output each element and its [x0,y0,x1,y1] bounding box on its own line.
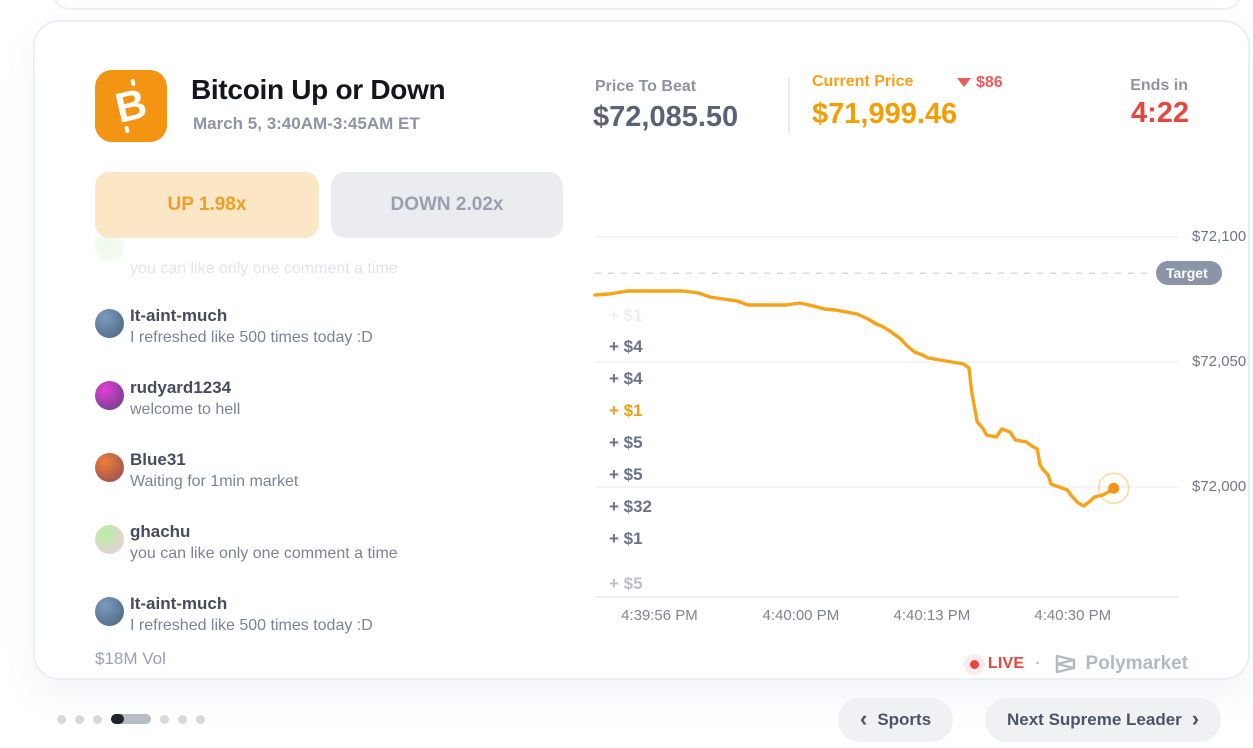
comment-username: rudyard1234 [130,378,232,397]
comment-username: It-aint-much [130,306,228,325]
x-axis-tick: 4:40:13 PM [893,607,971,624]
avatar [95,309,124,338]
pagination-dot[interactable] [196,714,205,724]
x-axis-tick: 4:40:30 PM [1034,607,1112,624]
header-divider [788,77,790,134]
avatar [95,597,124,626]
pagination-dot[interactable] [160,714,169,724]
comment-username: It-aint-much [130,594,228,613]
triangle-down-icon [957,78,971,87]
polymarket-brand: Polymarket [1085,653,1188,674]
target-badge: Target [1156,261,1222,285]
chevron-left-icon: ‹ [860,706,868,731]
chevron-right-icon: › [1191,706,1200,731]
price-change-badge: $86 [957,74,1003,92]
comment-username: Blue31 [130,450,186,469]
bet-up-button[interactable]: UP 1.98x [95,172,319,238]
bitcoin-icon: B [95,70,167,142]
pagination-dot[interactable] [75,714,84,724]
pagination-dot-active[interactable] [111,714,151,724]
market-timeframe: March 5, 3:40AM-3:45AM ET [193,114,420,133]
pagination-dot[interactable] [93,714,102,724]
price-to-beat-label: Price To Beat [595,78,697,95]
separator-dot: · [1035,655,1041,672]
x-axis-tick: 4:39:56 PM [621,607,698,624]
polymarket-logo-icon [1055,654,1075,674]
comment-text: welcome to hell [130,401,241,418]
y-axis-tick: $72,050 [1192,353,1247,370]
avatar [95,381,124,410]
bet-amount-label: + $32 [609,497,653,516]
bet-amount-label: + $5 [609,433,643,452]
current-price-label: Current Price [812,73,914,90]
comment-text: you can like only one comment a time [130,545,398,562]
bet-amount-label: + $1 [609,306,643,325]
avatar [95,525,124,554]
avatar [95,453,124,482]
price-chart [593,236,1178,598]
comments-list[interactable]: you can like only one comment a time It-a… [95,237,565,642]
bet-amount-label: + $4 [609,369,643,388]
ends-in-label: Ends in [1130,77,1188,94]
next-market-button[interactable]: Next Supreme Leader › [985,698,1222,742]
x-axis-tick: 4:40:00 PM [762,607,840,624]
bet-amount-label: + $5 [609,574,643,593]
y-axis-tick: $72,100 [1192,228,1247,245]
live-label: LIVE [987,655,1025,672]
countdown-timer: 4:22 [1130,97,1189,129]
pagination-dot[interactable] [57,714,66,724]
prev-market-button[interactable]: ‹ Sports [838,698,954,742]
bet-amount-label: + $5 [609,465,643,484]
comment-text: I refreshed like 500 times today :D [130,329,373,346]
volume-label: $18M Vol [95,649,166,668]
y-axis-tick: $72,000 [1192,478,1247,495]
live-dot-icon [969,659,979,669]
bet-amount-label: + $1 [609,401,643,420]
page-title: Bitcoin Up or Down [191,74,446,105]
price-to-beat-value: $72,085.50 [593,101,739,133]
pagination-dot[interactable] [178,714,187,724]
market-card: B Bitcoin Up or Down March 5, 3:40AM-3:4… [33,20,1250,680]
bet-down-button[interactable]: DOWN 2.02x [331,172,563,238]
avatar [95,237,124,261]
bet-amount-label: + $1 [609,529,643,548]
comment-text: you can like only one comment a time [130,260,398,277]
comment-text: I refreshed like 500 times today :D [130,617,373,634]
carousel-pagination[interactable] [57,714,205,724]
live-indicator-row: LIVE · Polymarket [969,651,1188,677]
comment-text: Waiting for 1min market [130,473,299,490]
previous-card-edge [52,0,1242,10]
bet-amount-label: + $4 [609,337,643,356]
current-price-value: $71,999.46 [812,98,958,130]
comment-username: ghachu [130,522,191,541]
